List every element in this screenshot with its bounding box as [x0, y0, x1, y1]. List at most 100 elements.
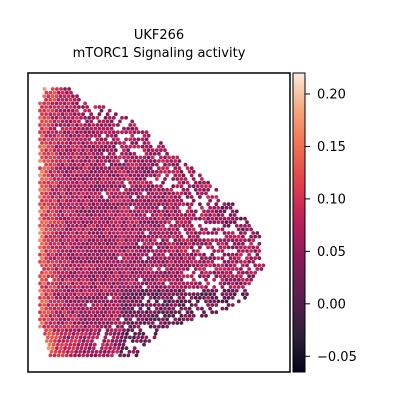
spot	[165, 173, 170, 178]
spot	[89, 227, 94, 232]
spot	[83, 216, 87, 221]
spot	[146, 198, 151, 203]
spot	[177, 310, 182, 315]
spot	[87, 252, 92, 257]
spot	[109, 249, 114, 253]
spot	[50, 137, 55, 142]
spot	[137, 331, 142, 336]
spot	[105, 342, 109, 347]
spot	[159, 256, 163, 261]
spot	[89, 306, 94, 311]
spot	[66, 310, 71, 315]
spot	[159, 249, 163, 253]
spot	[210, 245, 215, 250]
spot	[77, 155, 81, 160]
spot	[198, 238, 202, 243]
spot	[222, 223, 227, 228]
spot	[68, 299, 73, 304]
spot	[64, 313, 69, 318]
spot	[126, 353, 131, 358]
spot	[113, 227, 118, 232]
spot	[122, 191, 126, 196]
spot	[91, 159, 96, 163]
spot	[152, 223, 157, 228]
spot	[113, 249, 118, 253]
spot	[103, 187, 108, 192]
spot	[140, 195, 145, 199]
spot	[118, 270, 122, 275]
spot	[173, 303, 178, 307]
spot	[95, 151, 100, 156]
spot	[59, 87, 63, 91]
spot	[220, 299, 225, 304]
spot	[77, 328, 81, 333]
spot	[169, 259, 174, 264]
spot	[206, 245, 211, 250]
spot	[154, 169, 159, 174]
spot	[58, 159, 63, 163]
spot	[175, 277, 180, 282]
spot	[111, 310, 116, 315]
spot	[81, 339, 86, 343]
spot	[48, 126, 53, 131]
spot	[187, 299, 192, 304]
spot	[195, 241, 200, 246]
spot	[75, 331, 80, 336]
spot	[62, 123, 67, 127]
spot	[167, 191, 172, 196]
spot	[95, 274, 100, 279]
spot	[124, 173, 128, 178]
spot	[89, 256, 94, 261]
spot	[48, 234, 53, 239]
spot	[40, 155, 44, 160]
spot	[148, 159, 153, 163]
spot	[228, 205, 233, 210]
spot	[58, 108, 63, 113]
spot	[60, 184, 65, 189]
spot	[140, 317, 145, 322]
spot	[87, 195, 92, 199]
spot	[236, 227, 241, 232]
spot	[77, 270, 81, 275]
spot	[144, 274, 149, 279]
spot	[105, 213, 110, 217]
spot	[140, 180, 145, 185]
spot	[208, 256, 213, 261]
spot	[40, 256, 44, 261]
spot	[101, 162, 106, 167]
spot	[75, 274, 79, 279]
spot	[154, 256, 159, 261]
spot	[60, 148, 65, 153]
spot	[77, 97, 81, 102]
spot	[118, 263, 122, 268]
spot	[48, 263, 53, 268]
spot	[255, 231, 260, 235]
spot	[117, 342, 122, 347]
spot	[91, 317, 96, 322]
spot	[113, 191, 118, 196]
spot	[70, 281, 75, 286]
spot	[131, 349, 136, 354]
spot	[120, 324, 124, 329]
spot	[75, 223, 79, 228]
spot	[38, 151, 42, 156]
spot	[140, 274, 145, 279]
spot	[251, 245, 256, 250]
spot	[136, 209, 141, 214]
spot	[154, 249, 159, 253]
spot	[77, 191, 81, 196]
spot	[144, 281, 149, 286]
spot	[163, 220, 167, 225]
spot	[72, 234, 77, 239]
spot	[60, 342, 64, 347]
spot	[44, 299, 48, 304]
spot	[103, 295, 108, 300]
spot	[136, 335, 141, 340]
spot	[89, 328, 94, 333]
spot	[83, 346, 88, 351]
spot	[140, 159, 145, 163]
spot	[95, 209, 100, 214]
spot	[70, 238, 75, 243]
spot	[183, 220, 188, 225]
spot	[220, 213, 225, 217]
